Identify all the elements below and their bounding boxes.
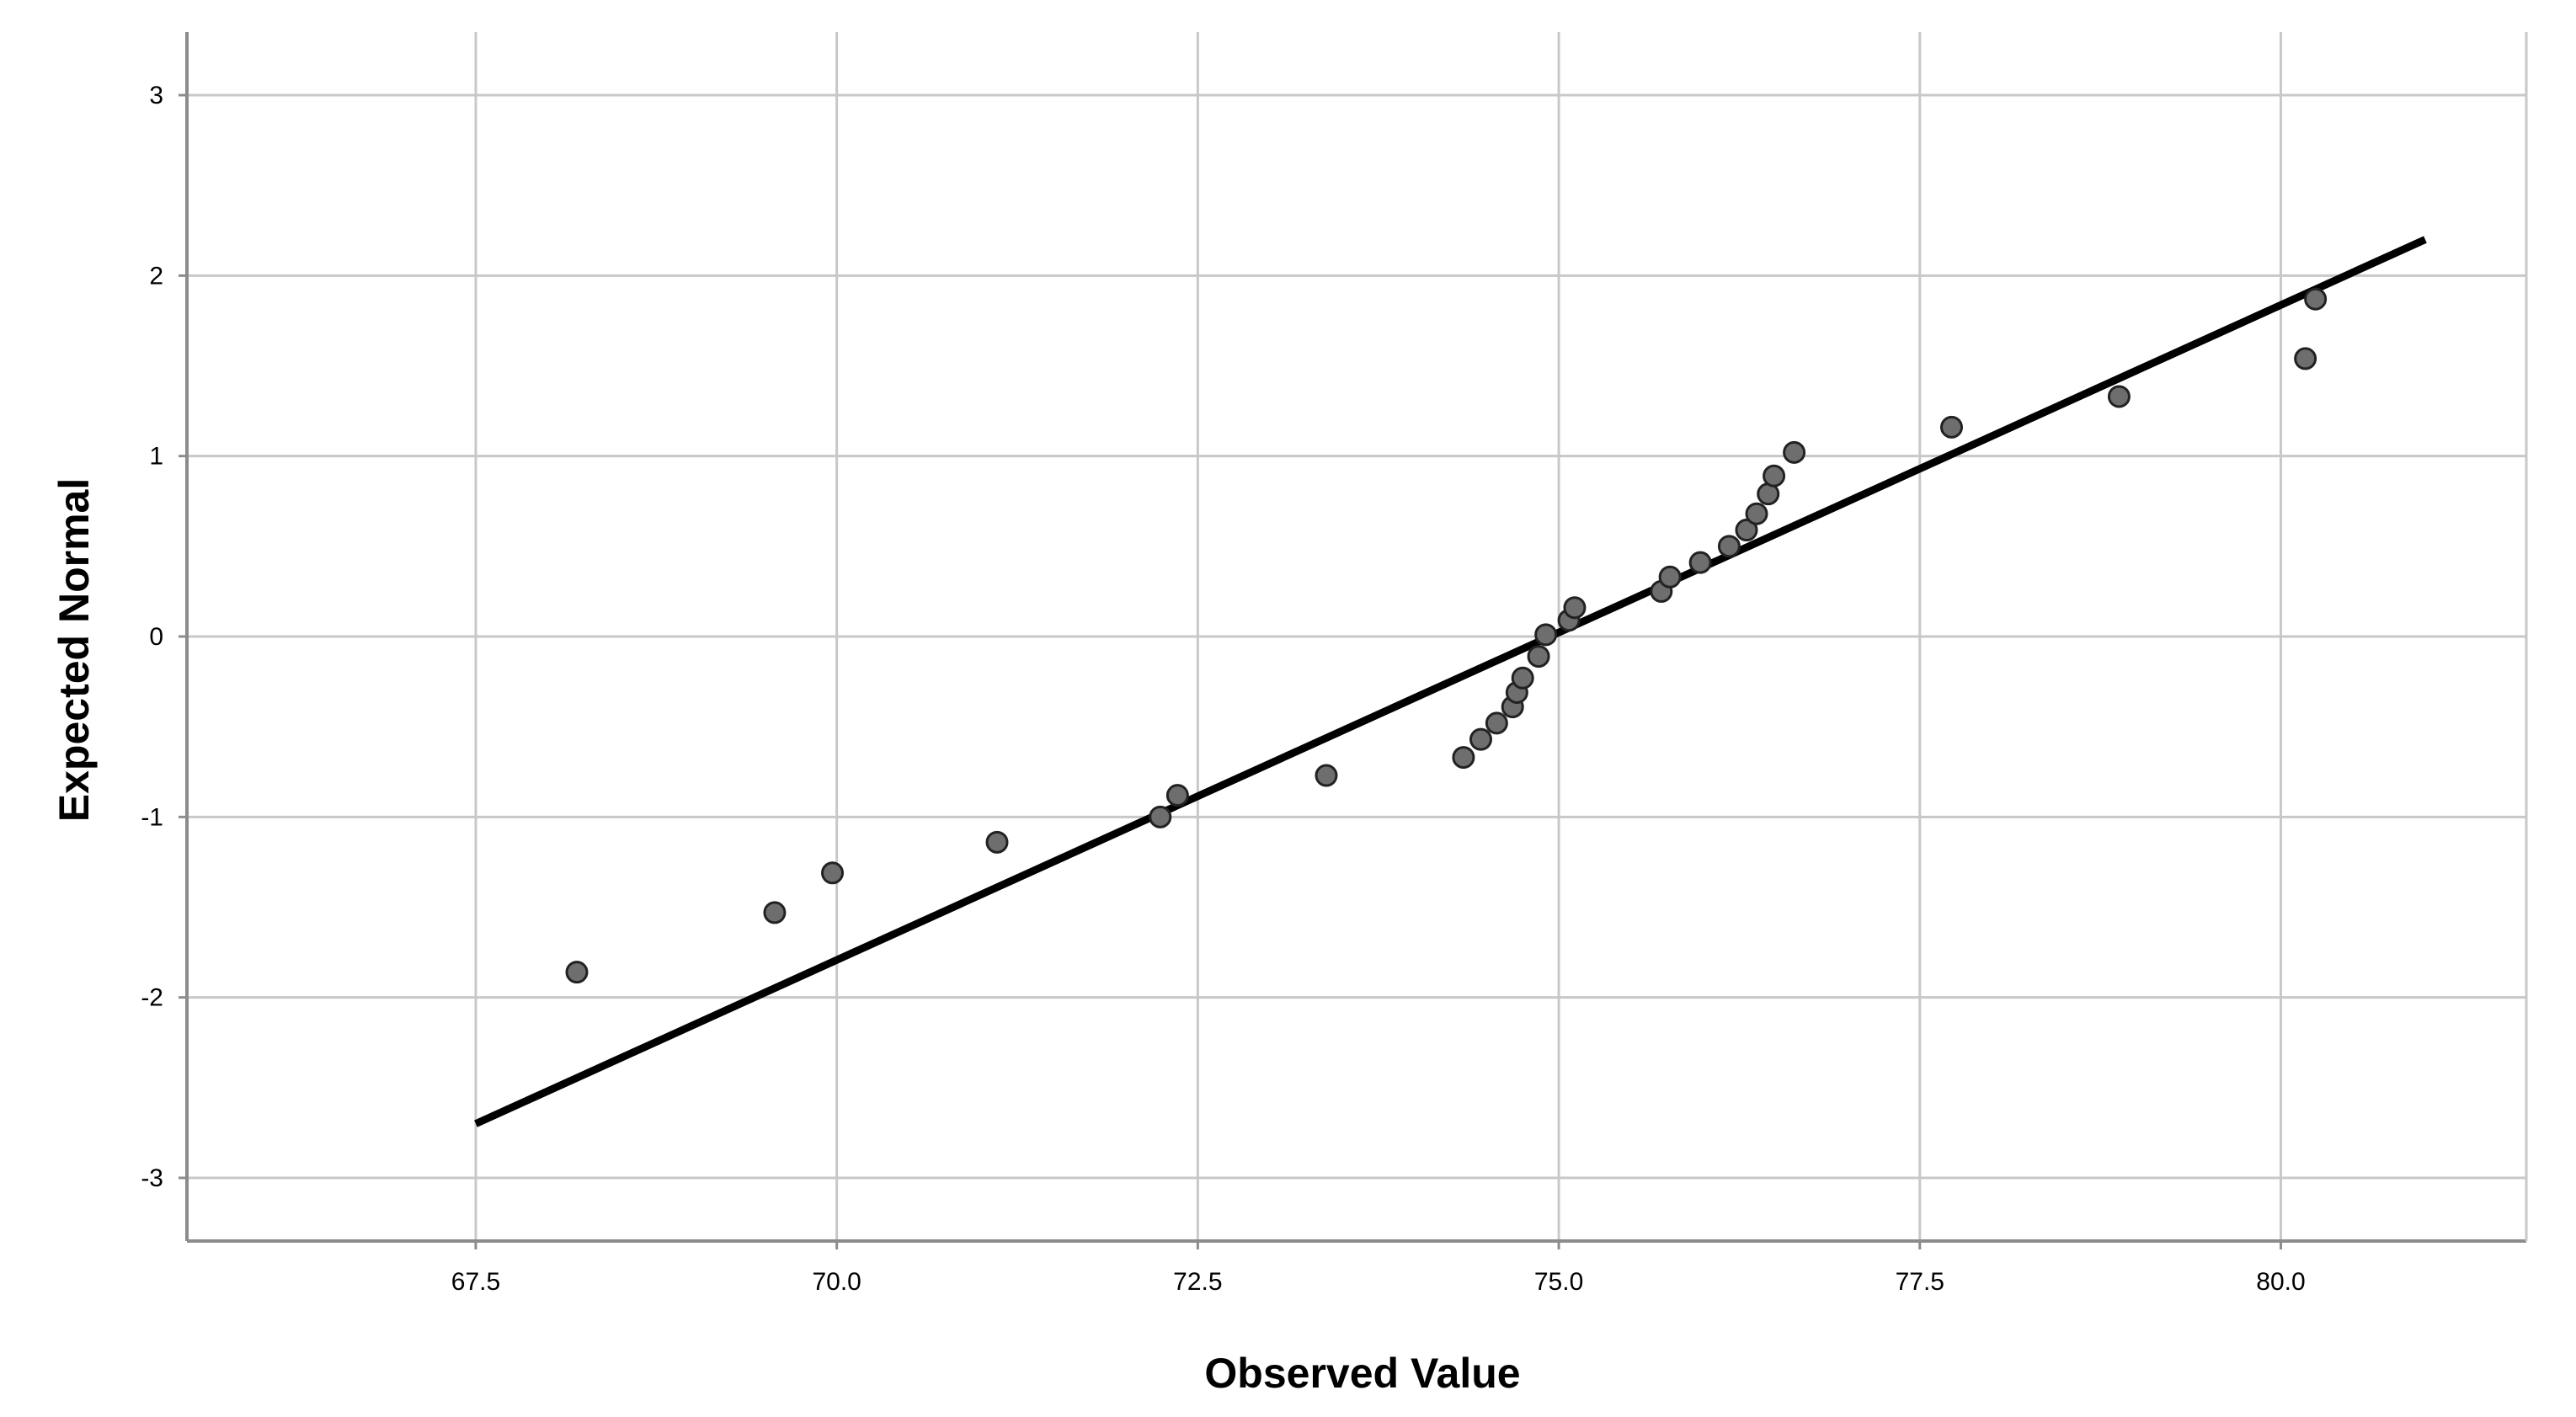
data-point <box>1717 535 1741 558</box>
data-point <box>1527 645 1550 669</box>
data-point <box>1688 551 1712 574</box>
y-tick-label: -2 <box>141 984 163 1012</box>
y-axis-title: Expected Normal <box>51 478 98 822</box>
data-point <box>985 830 1009 854</box>
data-point <box>1534 623 1558 647</box>
data-point <box>2304 287 2328 311</box>
data-point <box>1469 727 1492 751</box>
x-tick-label: 75.0 <box>1534 1268 1583 1296</box>
horizontal-gridlines <box>187 93 2526 1180</box>
y-tick-label: 0 <box>149 623 163 651</box>
y-tick-label: 3 <box>149 82 163 109</box>
data-point <box>1485 711 1508 735</box>
data-point <box>1940 415 1964 439</box>
data-point <box>1511 666 1534 690</box>
data-point <box>1149 805 1172 828</box>
x-tick-label: 70.0 <box>812 1268 861 1296</box>
y-tick-label: 1 <box>149 443 163 471</box>
reference-line <box>474 236 2427 1127</box>
x-tick-label: 72.5 <box>1173 1268 1222 1296</box>
y-tick-label: 2 <box>149 262 163 290</box>
data-point <box>1165 784 1189 807</box>
y-tick-label: -1 <box>141 803 163 831</box>
x-axis-ticks: 67.5 70.0 72.5 75.0 77.5 80.0 <box>451 1241 2306 1296</box>
data-point <box>1745 502 1768 525</box>
data-point <box>1563 596 1587 620</box>
x-axis-title: Observed Value <box>1204 1350 1520 1397</box>
data-point <box>1763 464 1786 487</box>
x-tick-label: 67.5 <box>451 1268 500 1296</box>
y-tick-label: -3 <box>141 1164 163 1192</box>
y-axis-ticks: 3 2 1 0 -1 -2 -3 <box>141 82 187 1192</box>
data-points <box>565 287 2328 984</box>
data-point <box>821 861 845 885</box>
data-point <box>1735 519 1758 542</box>
reference-line-group <box>474 236 2427 1127</box>
data-point <box>1315 764 1338 787</box>
data-point <box>565 961 589 984</box>
data-point <box>1783 440 1806 464</box>
x-tick-label: 80.0 <box>2256 1268 2305 1296</box>
data-point <box>763 901 787 924</box>
data-point <box>1658 565 1682 589</box>
data-point <box>2107 385 2131 408</box>
x-tick-label: 77.5 <box>1896 1268 1944 1296</box>
data-point <box>1452 746 1475 770</box>
data-point <box>2294 347 2317 370</box>
